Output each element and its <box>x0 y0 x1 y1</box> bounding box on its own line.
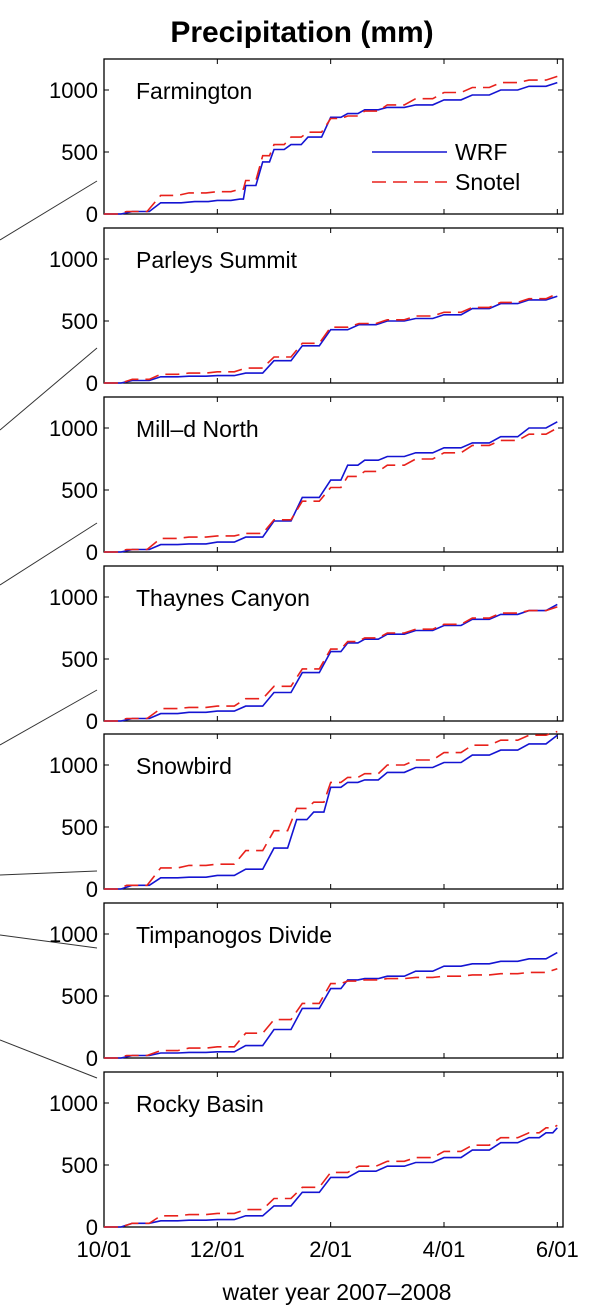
series-line-wrf <box>104 734 558 890</box>
panel-thaynes-canyon: 0 500 1000 Thaynes Canyon <box>49 565 564 734</box>
x-tick-label: 10/01 <box>76 1237 131 1262</box>
leader-line <box>0 934 98 949</box>
series-line-snotel <box>104 427 558 553</box>
y-tick-label: 0 <box>86 371 98 396</box>
y-tick-label: 1000 <box>49 416 98 441</box>
y-tick-label: 500 <box>61 309 98 334</box>
series-line-snotel <box>104 967 558 1059</box>
station-label: Timpanogos Divide <box>136 922 332 948</box>
x-tick-label: 4/01 <box>423 1237 466 1262</box>
axes-frame <box>103 565 564 722</box>
leader-lines <box>0 180 98 1079</box>
y-tick-label: 1000 <box>49 753 98 778</box>
series-line-snotel <box>104 606 558 722</box>
series-line-wrf <box>104 81 558 215</box>
panel-timpanogos-divide: 0 500 1000 Timpanogos Divide <box>49 902 564 1071</box>
panel-snowbird: 0 500 1000 Snowbird <box>49 730 564 902</box>
legend-label-snotel: Snotel <box>455 169 520 195</box>
series-line-wrf <box>104 1127 558 1228</box>
x-axis-label: water year 2007–2008 <box>222 1279 452 1305</box>
axes-frame <box>103 1071 564 1228</box>
leader-line <box>0 1039 98 1079</box>
y-tick-label: 0 <box>86 202 98 227</box>
y-tick-label: 1000 <box>49 585 98 610</box>
leader-line <box>0 689 98 746</box>
y-tick-label: 500 <box>61 815 98 840</box>
y-tick-label: 500 <box>61 1153 98 1178</box>
station-label: Snowbird <box>136 753 232 779</box>
y-tick-label: 0 <box>86 1215 98 1240</box>
legend: WRF Snotel <box>372 139 520 195</box>
y-tick-label: 1000 <box>49 1091 98 1116</box>
y-tick-label: 0 <box>86 709 98 734</box>
x-tick-label: 12/01 <box>190 1237 245 1262</box>
axes-frame <box>103 902 564 1059</box>
series-line-snotel <box>104 1124 558 1228</box>
leader-line <box>0 347 98 431</box>
figure-title: Precipitation (mm) <box>170 16 433 49</box>
station-label: Rocky Basin <box>136 1091 264 1117</box>
leader-line <box>0 180 98 241</box>
station-label: Farmington <box>136 78 252 104</box>
series-line-snotel <box>104 75 558 215</box>
axes-frame <box>103 227 564 384</box>
panel-mill-d-north: 0 500 1000 Mill–d North <box>49 396 564 565</box>
y-tick-label: 1000 <box>49 247 98 272</box>
y-tick-label: 500 <box>61 478 98 503</box>
panel-farmington: 0 500 1000 Farmington WRF Snotel <box>49 58 564 227</box>
y-tick-label: 1000 <box>49 78 98 103</box>
y-tick-label: 0 <box>86 540 98 565</box>
leader-line <box>0 870 98 876</box>
axes-frame <box>103 396 564 553</box>
leader-line <box>0 522 98 586</box>
y-tick-label: 1000 <box>49 922 98 947</box>
legend-label-wrf: WRF <box>455 139 507 165</box>
series-line-wrf <box>104 421 558 553</box>
panels: 0 500 1000 Farmington WRF Snotel 0 500 1000 Parle… <box>49 58 579 1262</box>
axes-frame <box>103 733 564 890</box>
y-tick-label: 0 <box>86 877 98 902</box>
series-line-wrf <box>104 295 558 384</box>
axes-frame <box>103 58 564 215</box>
x-tick-label: 2/01 <box>309 1237 352 1262</box>
series-line-snotel <box>104 292 558 384</box>
panel-parleys-summit: 0 500 1000 Parleys Summit <box>49 227 564 396</box>
series-line-snotel <box>104 730 558 890</box>
y-tick-label: 500 <box>61 140 98 165</box>
x-tick-label: 6/01 <box>536 1237 579 1262</box>
series-line-wrf <box>104 951 558 1059</box>
y-tick-label: 0 <box>86 1046 98 1071</box>
station-label: Parleys Summit <box>136 247 298 273</box>
y-tick-label: 500 <box>61 984 98 1009</box>
station-label: Mill–d North <box>136 416 259 442</box>
panel-rocky-basin: 0 500 1000 Rocky Basin 10/01 12/01 2/01 4/01 6/0… <box>49 1071 579 1262</box>
y-tick-label: 500 <box>61 647 98 672</box>
series-line-wrf <box>104 603 558 722</box>
station-label: Thaynes Canyon <box>136 585 310 611</box>
